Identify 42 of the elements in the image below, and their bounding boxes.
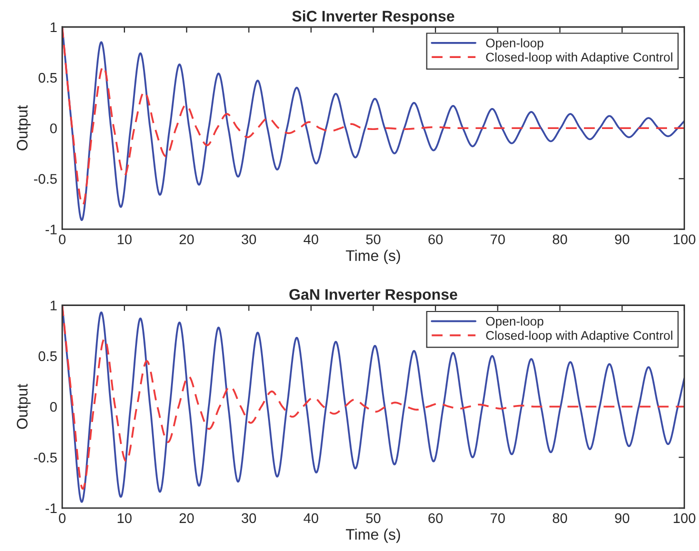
x-tick-label: 90 bbox=[615, 234, 630, 244]
x-tick-label: 10 bbox=[118, 234, 132, 244]
x-tick-label: 40 bbox=[304, 513, 318, 524]
chart-title: SiC Inverter Response bbox=[292, 10, 454, 25]
y-tick-label: -0.5 bbox=[34, 174, 57, 184]
x-tick-label: 100 bbox=[674, 513, 696, 524]
x-tick-label: 0 bbox=[58, 234, 66, 244]
x-tick-label: 70 bbox=[490, 513, 505, 524]
x-tick-label: 0 bbox=[58, 513, 66, 524]
legend-label: Closed-loop with Adaptive Control bbox=[486, 52, 672, 64]
legend-label: Open-loop bbox=[486, 316, 544, 328]
y-tick-label: 0 bbox=[50, 123, 57, 134]
x-tick-label: 90 bbox=[615, 513, 630, 524]
x-tick-label: 10 bbox=[118, 513, 132, 524]
y-tick-label: 1 bbox=[50, 300, 57, 310]
y-tick-label: 1 bbox=[50, 22, 57, 32]
x-tick-label: 20 bbox=[180, 513, 194, 524]
y-tick-label: -0.5 bbox=[34, 452, 57, 462]
x-tick-label: 80 bbox=[552, 513, 568, 524]
x-tick-label: 100 bbox=[674, 234, 696, 244]
x-axis-title: Time (s) bbox=[346, 250, 400, 264]
x-tick-label: 60 bbox=[428, 513, 443, 524]
legend-label: Open-loop bbox=[486, 38, 544, 50]
y-tick-label: 0 bbox=[50, 402, 57, 412]
y-tick-label: -1 bbox=[46, 224, 57, 234]
chart-title: GaN Inverter Response bbox=[289, 289, 458, 303]
x-tick-label: 50 bbox=[366, 234, 380, 244]
x-tick-label: 40 bbox=[304, 234, 318, 244]
y-tick-label: 0.5 bbox=[38, 72, 57, 83]
y-tick-label: 0.5 bbox=[38, 351, 57, 362]
x-tick-label: 60 bbox=[428, 234, 443, 244]
y-tick-label: -1 bbox=[46, 504, 57, 514]
y-axis-title: Output bbox=[16, 105, 31, 150]
x-tick-label: 30 bbox=[242, 513, 256, 524]
x-axis-title: Time (s) bbox=[346, 528, 400, 543]
x-tick-label: 20 bbox=[180, 234, 194, 244]
y-axis-title: Output bbox=[16, 384, 31, 429]
legend-label: Closed-loop with Adaptive Control bbox=[486, 330, 672, 342]
x-tick-label: 70 bbox=[490, 234, 505, 244]
x-tick-label: 80 bbox=[552, 234, 568, 244]
x-tick-label: 30 bbox=[242, 234, 256, 244]
x-tick-label: 50 bbox=[366, 513, 380, 524]
